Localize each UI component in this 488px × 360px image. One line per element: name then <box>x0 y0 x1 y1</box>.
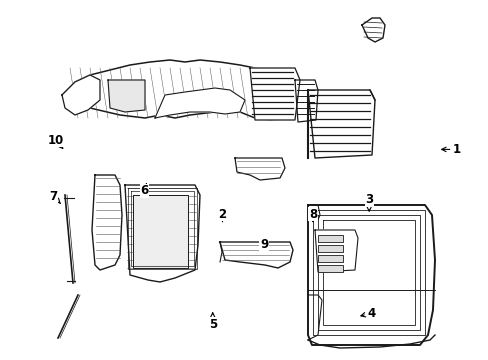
Polygon shape <box>62 60 305 120</box>
Polygon shape <box>220 242 292 268</box>
Text: 3: 3 <box>365 193 372 211</box>
Bar <box>317 245 342 252</box>
Text: 1: 1 <box>441 143 460 156</box>
Text: 5: 5 <box>208 313 216 330</box>
Text: 10: 10 <box>48 134 64 148</box>
Polygon shape <box>155 88 244 118</box>
Polygon shape <box>125 185 200 282</box>
Bar <box>317 235 342 242</box>
Text: 8: 8 <box>308 208 316 221</box>
Polygon shape <box>314 230 357 272</box>
Polygon shape <box>92 175 122 270</box>
Polygon shape <box>249 68 299 120</box>
Polygon shape <box>62 75 100 115</box>
Bar <box>317 255 342 262</box>
Polygon shape <box>235 158 285 180</box>
Polygon shape <box>108 80 145 112</box>
Polygon shape <box>133 195 187 268</box>
Text: 9: 9 <box>259 238 267 251</box>
Polygon shape <box>307 90 374 158</box>
Text: 4: 4 <box>360 307 375 320</box>
Polygon shape <box>307 205 434 345</box>
Text: 6: 6 <box>140 184 148 197</box>
Text: 2: 2 <box>218 208 226 221</box>
Bar <box>317 265 342 272</box>
Polygon shape <box>294 80 317 122</box>
Text: 7: 7 <box>50 190 60 203</box>
Polygon shape <box>361 18 384 42</box>
